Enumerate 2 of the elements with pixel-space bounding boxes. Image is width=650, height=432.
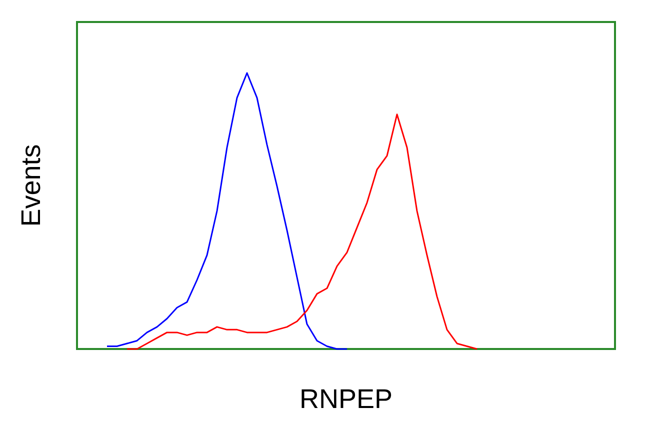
y-axis-title: Events <box>16 144 46 227</box>
x-axis-title: RNPEP <box>299 384 393 414</box>
